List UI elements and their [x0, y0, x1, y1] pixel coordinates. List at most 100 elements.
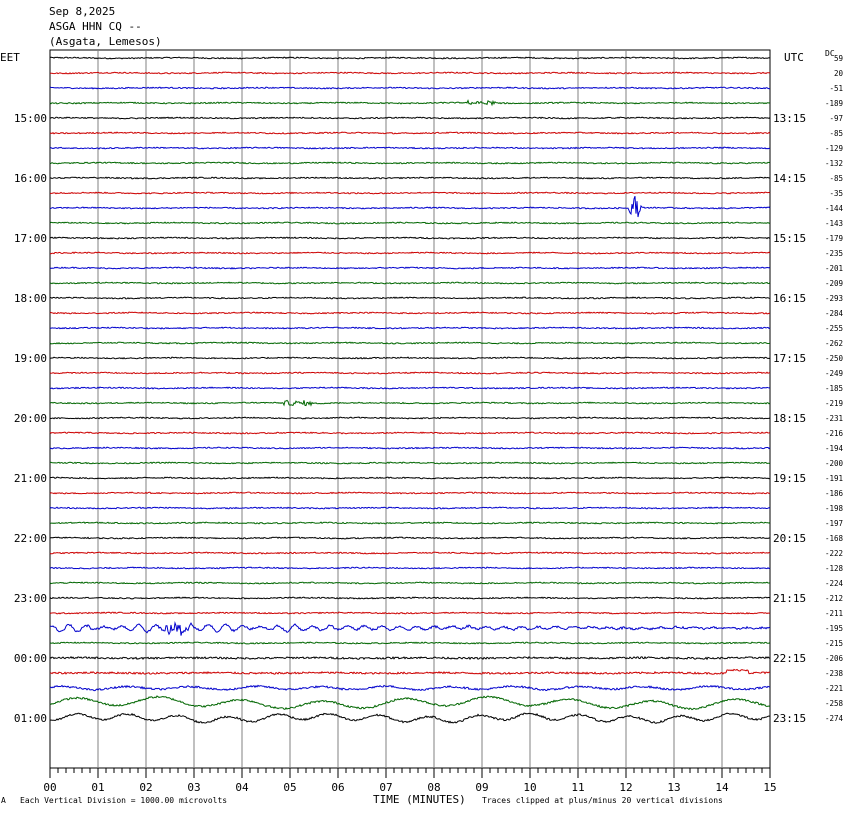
plot-frame: [49, 49, 771, 769]
right-hour-label: 17:15: [773, 352, 806, 365]
dc-offset-label: -200: [825, 459, 844, 468]
dc-offset-label: -186: [825, 489, 844, 498]
right-hour-label: 19:15: [773, 472, 806, 485]
x-tick-label: 01: [91, 781, 104, 794]
x-tick-label: 10: [523, 781, 536, 794]
right-hour-label: 21:15: [773, 592, 806, 605]
trace-32: [49, 536, 771, 540]
right-hour-label: 14:15: [773, 172, 806, 185]
x-tick-label: 11: [571, 781, 584, 794]
dc-offset-label: -179: [825, 234, 843, 243]
traces-group: [49, 56, 771, 724]
left-hour-label: 16:00: [14, 172, 47, 185]
trace-42: [49, 684, 771, 692]
dc-offset-label: -262: [825, 339, 843, 348]
dc-offset-label: -197: [825, 519, 843, 528]
dc-offset-label: -255: [825, 324, 843, 333]
trace-9: [50, 191, 771, 195]
dc-offset-label: -35: [829, 189, 843, 198]
left-hour-label: 20:00: [14, 412, 47, 425]
footer-clip-note: Traces clipped at plus/minus 20 vertical…: [482, 796, 723, 805]
trace-24: [49, 416, 771, 420]
trace-3: [49, 99, 771, 107]
dc-offset-label: 59: [834, 54, 843, 63]
trace-19: [49, 341, 771, 345]
dc-offset-label: -238: [825, 669, 844, 678]
dc-offset-label: -293: [825, 294, 843, 303]
right-hour-label: 20:15: [773, 532, 806, 545]
trace-5: [49, 131, 771, 135]
dc-offset-label: -85: [829, 129, 843, 138]
x-tick-label: 12: [619, 781, 632, 794]
x-tick-label: 15: [763, 781, 776, 794]
trace-41: [49, 668, 771, 675]
dc-offset-label: -198: [825, 504, 844, 513]
trace-27: [49, 461, 771, 465]
left-hour-label: 21:00: [14, 472, 47, 485]
header-date: Sep 8,2025: [49, 5, 116, 18]
x-tick-label: 04: [235, 781, 249, 794]
right-timezone-label: UTC: [784, 51, 804, 64]
trace-17: [49, 311, 771, 315]
trace-29: [49, 491, 771, 495]
trace-1: [50, 71, 771, 75]
trace-31: [49, 521, 771, 525]
dc-offset-label: -185: [825, 384, 843, 393]
x-axis: 00 01 02 03 04 05 06 07 08 09 10 11 12 13 14 15: [43, 768, 777, 794]
dc-offset-label: -250: [825, 354, 844, 363]
dc-offset-label: -128: [825, 564, 844, 573]
x-tick-label: 09: [475, 781, 488, 794]
trace-36: [49, 596, 771, 600]
trace-20: [49, 356, 771, 360]
trace-22: [49, 386, 771, 390]
trace-14: [49, 266, 771, 270]
trace-26: [49, 446, 771, 450]
dc-offset-label: -195: [825, 624, 843, 633]
trace-44: [49, 712, 771, 724]
trace-38: [49, 621, 771, 636]
header-station: ASGA HHN CQ --: [49, 20, 142, 33]
dc-offset-label: -144: [825, 204, 844, 213]
left-hour-label: 15:00: [14, 112, 47, 125]
x-tick-label: 13: [667, 781, 680, 794]
left-hour-label: 00:00: [14, 652, 47, 665]
right-hour-label: 18:15: [773, 412, 806, 425]
left-hour-label: 18:00: [14, 292, 47, 305]
dc-offset-label: -284: [825, 309, 844, 318]
dc-offset-label: -224: [825, 579, 844, 588]
dc-offset-label: -216: [825, 429, 844, 438]
trace-39: [49, 641, 771, 645]
trace-43: [49, 695, 771, 711]
dc-label: DC: [825, 49, 835, 58]
trace-15: [49, 281, 771, 285]
dc-offset-label: -85: [829, 174, 843, 183]
x-tick-label: 08: [427, 781, 440, 794]
grid-lines: [49, 49, 771, 769]
dc-offset-label: -222: [825, 549, 843, 558]
footer-left-mark: A: [1, 796, 6, 805]
x-tick-label: 14: [715, 781, 729, 794]
dc-offset-label: -132: [825, 159, 843, 168]
trace-2: [49, 86, 771, 90]
dc-offset-label: -191: [825, 474, 843, 483]
dc-offset-label: -51: [829, 84, 843, 93]
trace-35: [49, 581, 771, 585]
dc-offset-label: -97: [829, 114, 843, 123]
x-axis-title: TIME (MINUTES): [373, 793, 466, 806]
trace-21: [49, 371, 771, 375]
trace-28: [49, 476, 771, 480]
header-location: (Asgata, Lemesos): [49, 35, 162, 48]
trace-40: [49, 655, 771, 661]
right-hour-label: 15:15: [773, 232, 806, 245]
x-tick-label: 00: [43, 781, 56, 794]
trace-37: [49, 611, 771, 615]
right-hour-label: 23:15: [773, 712, 806, 725]
hour-labels: 15:00 13:15 16:00 14:15 17:00 15:15 18:00 16:15…: [14, 112, 806, 725]
dc-offset-label: -231: [825, 414, 843, 423]
trace-13: [49, 251, 771, 255]
x-tick-label: 05: [283, 781, 296, 794]
dc-offset-label: -274: [825, 714, 844, 723]
dc-offset-label: -189: [825, 99, 843, 108]
x-tick-label: 06: [331, 781, 344, 794]
